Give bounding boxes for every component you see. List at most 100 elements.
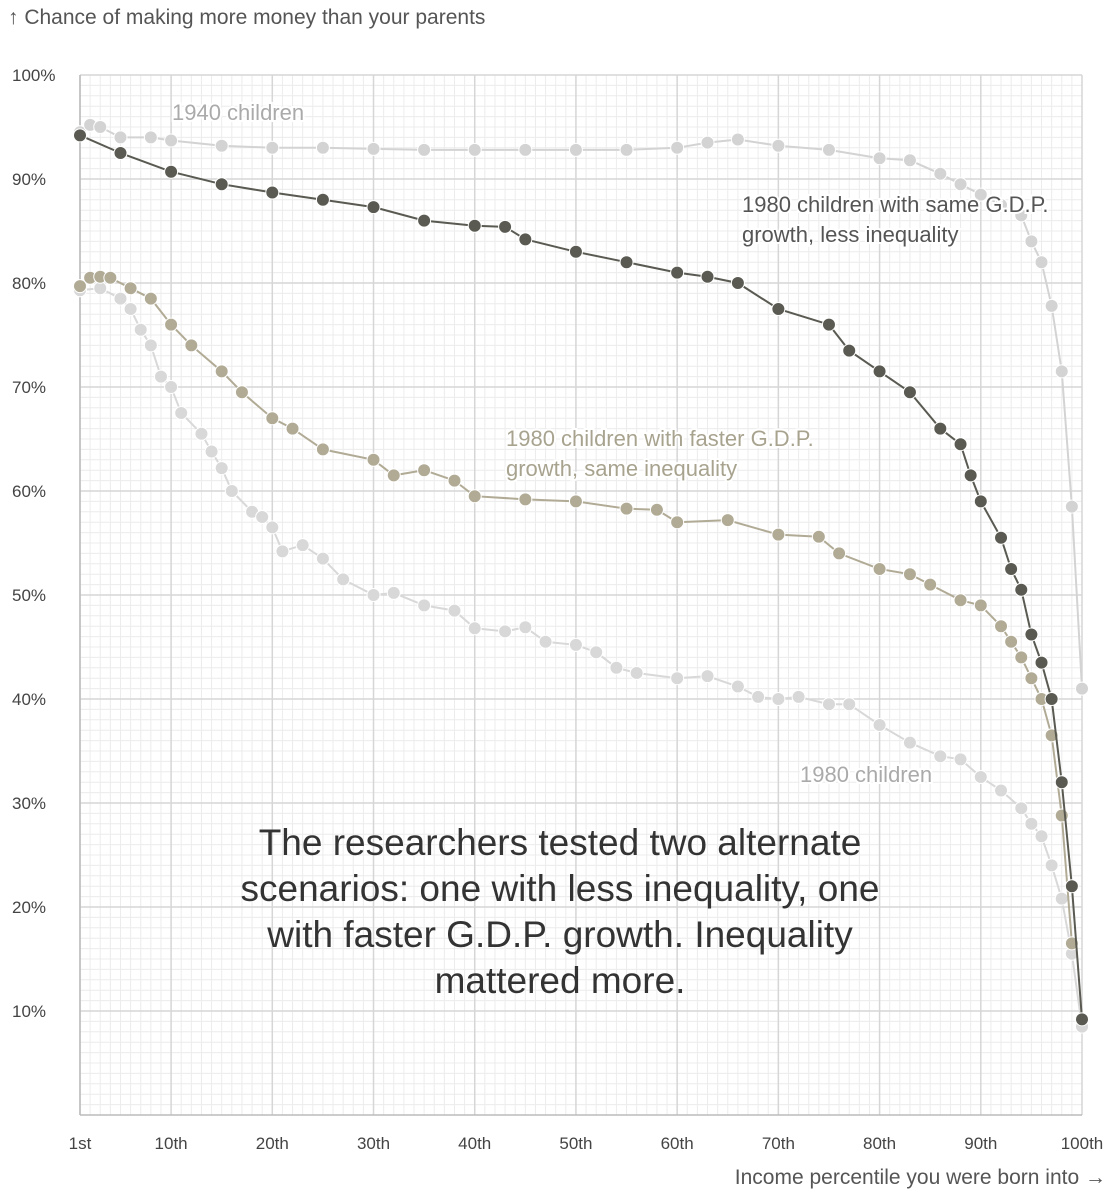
data-point bbox=[619, 142, 634, 157]
data-point bbox=[1024, 627, 1039, 642]
data-point bbox=[518, 492, 533, 507]
data-point bbox=[994, 619, 1009, 634]
data-point bbox=[994, 198, 1009, 212]
data-point bbox=[872, 151, 887, 166]
series-label: 1980 children with faster G.D.P. bbox=[506, 426, 814, 451]
data-point bbox=[730, 276, 745, 290]
data-point bbox=[467, 142, 482, 157]
data-point bbox=[1034, 255, 1049, 270]
data-point bbox=[973, 494, 988, 509]
data-point bbox=[1054, 775, 1069, 790]
tick-labels: 10% 20% 30% 40% 50% 60% 70% 80% 90% 100% 1st 10th 20… bbox=[12, 66, 1103, 1153]
data-point bbox=[994, 530, 1009, 545]
data-point bbox=[1004, 562, 1019, 576]
data-point bbox=[1024, 671, 1039, 686]
data-point bbox=[265, 185, 280, 200]
data-point bbox=[265, 140, 280, 155]
data-point bbox=[498, 219, 513, 234]
data-point bbox=[518, 620, 533, 635]
data-point bbox=[1014, 650, 1029, 665]
data-point bbox=[730, 132, 745, 147]
data-point bbox=[386, 468, 401, 483]
data-point bbox=[973, 598, 988, 613]
data-point bbox=[1064, 499, 1079, 514]
series-label: growth, same inequality bbox=[506, 456, 737, 481]
data-point bbox=[1075, 681, 1089, 696]
data-point bbox=[265, 411, 280, 426]
y-tick-label: 20% bbox=[12, 898, 46, 917]
data-point bbox=[771, 138, 786, 153]
data-point bbox=[933, 749, 948, 764]
data-point bbox=[184, 338, 199, 353]
x-tick-label: 90th bbox=[964, 1134, 997, 1153]
data-point bbox=[953, 593, 968, 608]
data-point bbox=[1054, 364, 1069, 379]
data-point bbox=[285, 421, 300, 436]
data-point bbox=[234, 385, 249, 400]
data-point bbox=[953, 177, 968, 192]
data-point bbox=[1034, 829, 1049, 844]
data-point bbox=[842, 697, 857, 712]
y-axis-label: ↑ Chance of making more money than your … bbox=[8, 6, 486, 29]
data-point bbox=[417, 213, 432, 228]
x-tick-label: 80th bbox=[863, 1134, 896, 1153]
data-point bbox=[1024, 816, 1039, 831]
data-point bbox=[842, 343, 857, 358]
y-tick-label: 80% bbox=[12, 274, 46, 293]
series-group bbox=[73, 117, 1089, 696]
series-group bbox=[73, 128, 1089, 1027]
series-group bbox=[73, 269, 1079, 951]
data-point bbox=[902, 385, 917, 400]
data-point bbox=[255, 510, 270, 524]
data-point bbox=[821, 142, 836, 157]
data-point bbox=[447, 473, 462, 488]
data-point bbox=[811, 529, 826, 544]
x-tick-label: 50th bbox=[559, 1134, 592, 1153]
data-point bbox=[821, 697, 836, 712]
y-tick-label: 40% bbox=[12, 690, 46, 709]
data-point bbox=[1034, 655, 1049, 670]
x-tick-label: 70th bbox=[762, 1134, 795, 1153]
data-point bbox=[143, 130, 158, 145]
data-point bbox=[1064, 879, 1079, 894]
data-point bbox=[771, 692, 786, 706]
data-point bbox=[872, 562, 887, 576]
data-point bbox=[538, 634, 553, 649]
data-point bbox=[518, 142, 533, 157]
data-point bbox=[113, 130, 128, 145]
data-point bbox=[1044, 298, 1059, 313]
data-point bbox=[963, 468, 978, 483]
data-point bbox=[1044, 692, 1059, 706]
data-point bbox=[214, 138, 229, 153]
data-point bbox=[386, 585, 401, 600]
data-point bbox=[153, 369, 168, 384]
series-labels: 1940 children 1980 children with same G.D… bbox=[170, 98, 1051, 789]
data-point bbox=[73, 279, 87, 294]
data-point bbox=[113, 146, 128, 160]
data-point bbox=[275, 544, 290, 559]
y-tick-label: 70% bbox=[12, 378, 46, 397]
y-tick-label: 100% bbox=[12, 66, 55, 85]
y-tick-label: 90% bbox=[12, 170, 46, 189]
y-tick-label: 50% bbox=[12, 586, 46, 605]
data-point bbox=[700, 669, 715, 684]
data-point bbox=[720, 513, 735, 528]
data-point bbox=[902, 567, 917, 582]
data-point bbox=[366, 141, 381, 156]
data-point bbox=[224, 484, 239, 498]
x-tick-label: 100th bbox=[1061, 1134, 1104, 1153]
series-group bbox=[73, 281, 1089, 1034]
data-point bbox=[447, 603, 462, 618]
data-point bbox=[933, 166, 948, 181]
data-point bbox=[1014, 801, 1029, 816]
data-point bbox=[568, 494, 583, 509]
data-point bbox=[417, 142, 432, 157]
y-tick-label: 30% bbox=[12, 794, 46, 813]
data-point bbox=[174, 406, 189, 420]
x-tick-label: 40th bbox=[458, 1134, 491, 1153]
data-point bbox=[164, 317, 179, 332]
data-point bbox=[1024, 234, 1039, 249]
data-point bbox=[923, 577, 938, 592]
data-point bbox=[518, 232, 533, 247]
data-point bbox=[973, 187, 988, 202]
